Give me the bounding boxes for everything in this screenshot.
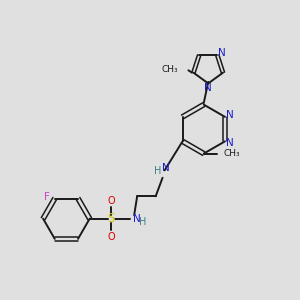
Text: H: H [154,166,161,176]
Text: N: N [226,110,234,120]
Text: N: N [204,83,212,94]
Text: N: N [162,163,170,173]
Text: S: S [107,212,115,225]
Text: F: F [44,192,50,202]
Text: O: O [107,196,115,206]
Text: N: N [226,138,234,148]
Text: N: N [133,214,141,224]
Text: N: N [218,48,226,58]
Text: CH₃: CH₃ [223,149,240,158]
Text: H: H [140,217,147,227]
Text: CH₃: CH₃ [161,65,178,74]
Text: O: O [107,232,115,242]
